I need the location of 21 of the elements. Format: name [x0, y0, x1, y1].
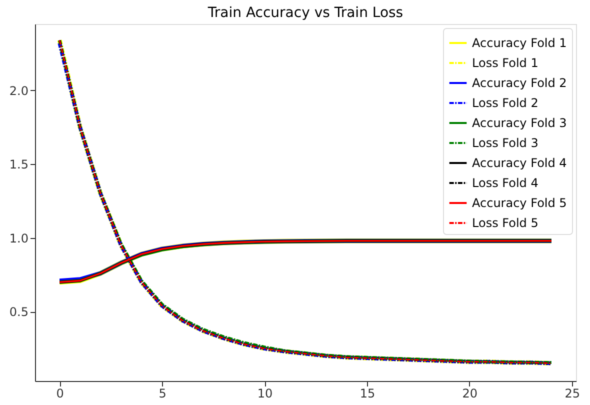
legend-label: Loss Fold 2 [472, 96, 538, 110]
legend-label: Accuracy Fold 4 [472, 156, 567, 170]
legend-label: Loss Fold 3 [472, 136, 538, 150]
legend-label: Accuracy Fold 3 [472, 116, 567, 130]
y-tick-label: 1.5 [9, 158, 28, 172]
legend-label: Loss Fold 5 [472, 216, 538, 230]
legend-label: Accuracy Fold 1 [472, 36, 567, 50]
legend-label: Loss Fold 1 [472, 56, 538, 70]
x-tick-label: 25 [564, 386, 580, 400]
x-tick-label: 0 [56, 386, 64, 400]
x-tick-label: 15 [360, 386, 376, 400]
x-tick-label: 5 [158, 386, 166, 400]
legend-label: Accuracy Fold 5 [472, 196, 567, 210]
x-tick-label: 10 [257, 386, 273, 400]
y-tick-label: 1.0 [9, 231, 28, 246]
y-tick-label: 2.0 [9, 84, 28, 98]
y-tick-label: 0.5 [9, 305, 28, 320]
x-tick-label: 20 [462, 386, 478, 400]
legend-label: Loss Fold 4 [472, 176, 538, 190]
chart-title: Train Accuracy vs Train Loss [206, 5, 404, 21]
legend-label: Accuracy Fold 2 [472, 76, 567, 90]
